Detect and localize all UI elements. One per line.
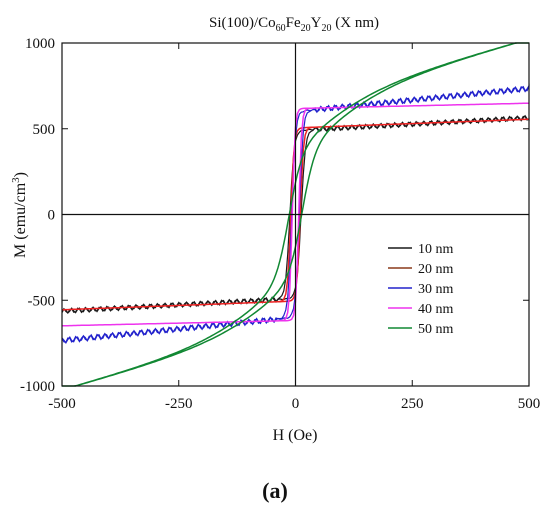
y-axis-label: M (emu/cm3) — [10, 172, 29, 258]
y-tick-label: -1000 — [20, 379, 55, 395]
figure-caption: (a) — [0, 478, 550, 504]
legend-label: 50 nm — [418, 322, 454, 337]
chart-title: Si(100)/Co60Fe20Y20 (X nm) — [209, 15, 379, 34]
legend-label: 30 nm — [418, 282, 454, 297]
x-tick-label: 500 — [518, 396, 541, 412]
caption-label: (a) — [262, 478, 288, 503]
legend-label: 10 nm — [418, 242, 454, 257]
legend-label: 40 nm — [418, 302, 454, 317]
legend: 10 nm 20 nm 30 nm 40 nm 50 nm — [388, 242, 454, 337]
y-tick-label: 1000 — [25, 36, 55, 52]
hysteresis-chart: Si(100)/Co60Fe20Y20 (X nm) -500 -250 0 250 5… — [10, 15, 540, 444]
y-tick-label: 500 — [33, 122, 56, 138]
legend-label: 20 nm — [418, 262, 454, 277]
x-tick-label: -250 — [165, 396, 193, 412]
y-tick-label: -500 — [28, 293, 56, 309]
x-tick-label: 0 — [292, 396, 300, 412]
x-tick-label: 250 — [401, 396, 424, 412]
x-tick-label: -500 — [48, 396, 76, 412]
y-tick-label: 0 — [48, 208, 56, 224]
series-line-50-nm — [62, 42, 529, 387]
x-axis-label: H (Oe) — [273, 427, 318, 444]
